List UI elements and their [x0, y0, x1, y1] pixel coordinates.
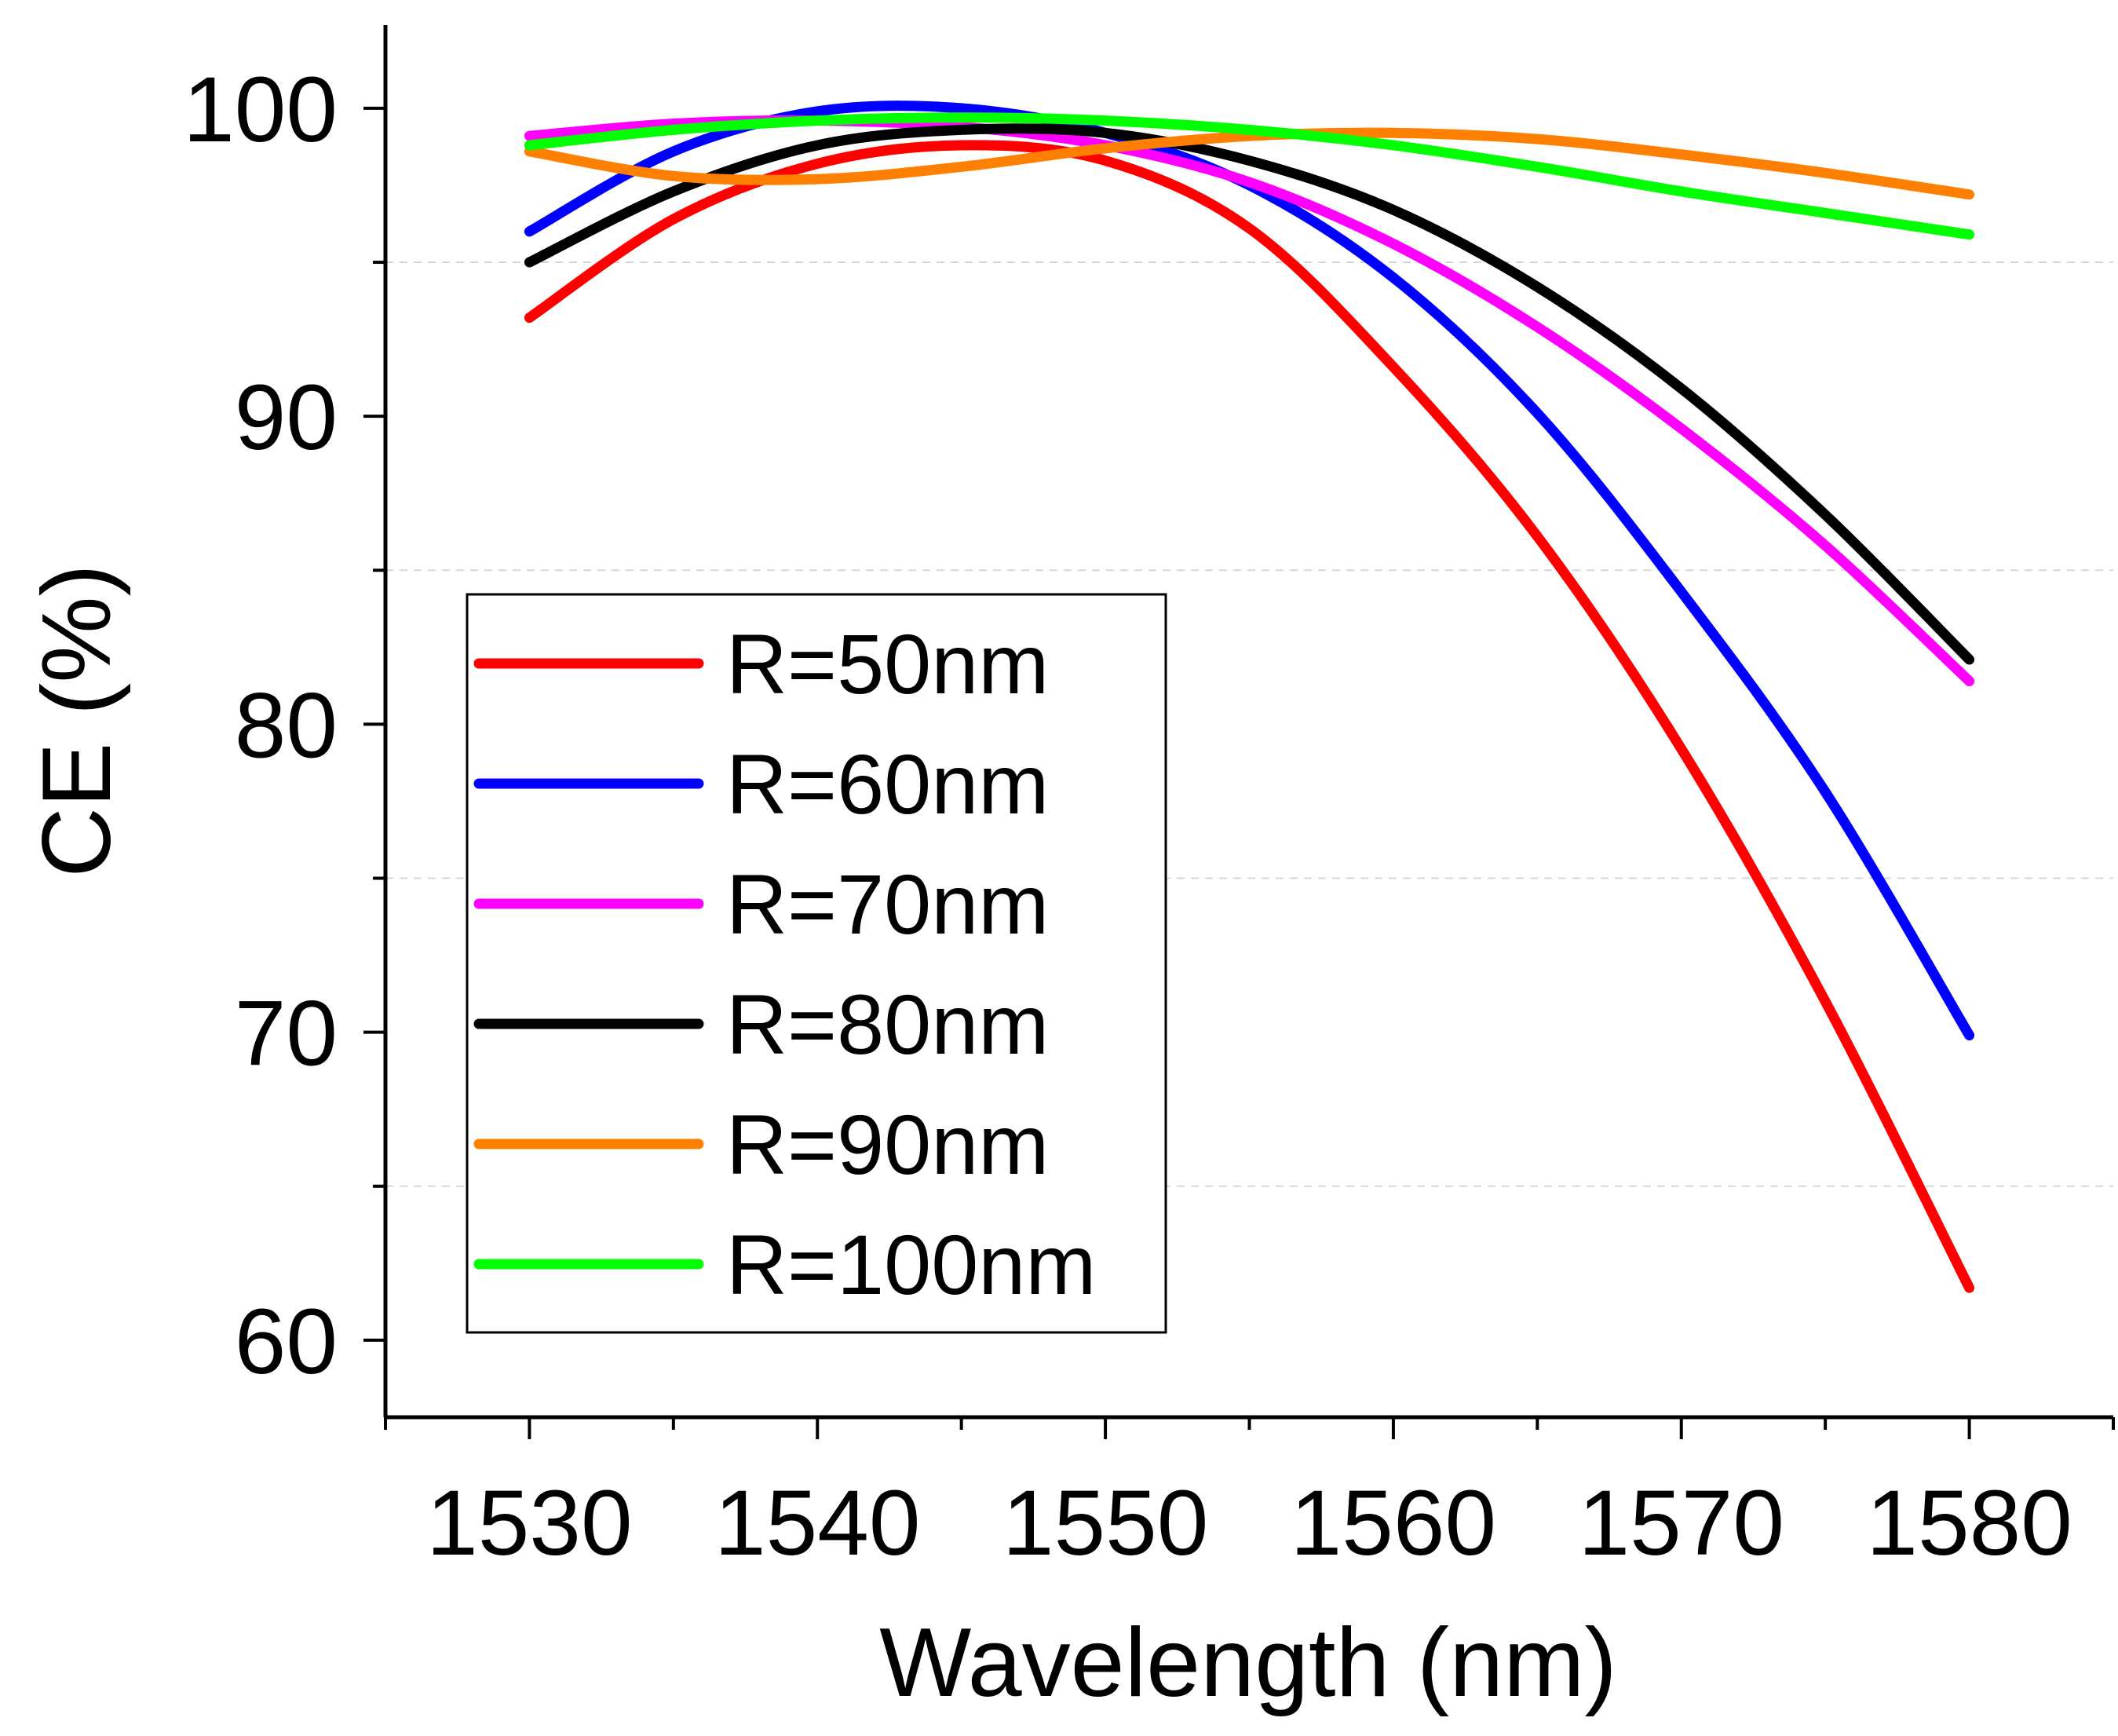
x-tick-label: 1570 [1578, 1471, 1784, 1575]
legend-label: R=80nm [726, 977, 1049, 1072]
y-tick-label: 80 [235, 674, 338, 777]
y-axis-title: CE (%) [23, 564, 131, 878]
x-ticks: 1530 1540 1550 1560 1570 1580 [384, 1417, 2115, 1575]
series-line-r-90nm [524, 127, 1975, 200]
legend-label: R=50nm [726, 616, 1049, 711]
y-ticks: 60 70 80 90 100 [183, 58, 385, 1394]
x-axis-title: Wavelength (nm) [879, 1609, 1617, 1717]
series-line-r-100nm [524, 112, 1975, 240]
legend-box [466, 593, 1167, 1334]
x-tick-label: 1560 [1291, 1471, 1497, 1575]
legend-label: R=100nm [726, 1217, 1096, 1312]
legend: R=50nm R=60nm R=70nm R=80nm R=90nm R=100nm [466, 593, 1167, 1334]
y-tick-label: 90 [235, 366, 338, 470]
series-line-r-50nm [524, 140, 1975, 1293]
series-lines [524, 101, 1975, 1293]
y-tick-label: 100 [183, 58, 338, 162]
legend-label: R=90nm [726, 1097, 1049, 1192]
x-tick-label: 1580 [1866, 1471, 2072, 1575]
x-tick-label: 1550 [1002, 1471, 1209, 1575]
y-tick-label: 70 [235, 982, 338, 1086]
legend-label: R=60nm [726, 736, 1049, 831]
y-tick-label: 60 [235, 1290, 338, 1394]
series-line-r-80nm [524, 123, 1975, 665]
x-tick-label: 1540 [714, 1471, 921, 1575]
x-tick-label: 1530 [426, 1471, 633, 1575]
legend-items: R=50nm R=60nm R=70nm R=80nm R=90nm R=100nm [473, 616, 1096, 1312]
legend-label: R=70nm [726, 857, 1049, 952]
